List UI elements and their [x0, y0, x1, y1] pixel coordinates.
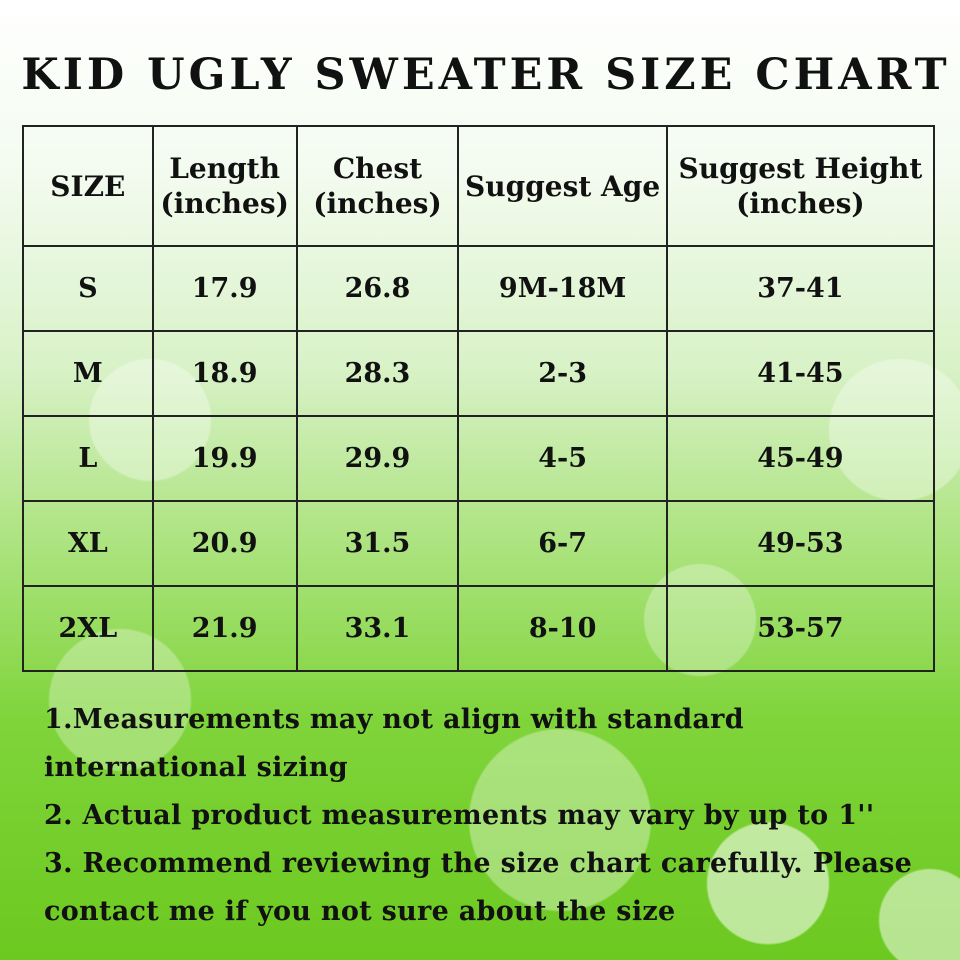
- cell-age: 6-7: [457, 500, 668, 587]
- header-row: SIZE Length (inches) Chest (inches) Sugges…: [22, 125, 936, 247]
- cell-age: 4-5: [457, 415, 668, 502]
- cell-age: 2-3: [457, 330, 668, 417]
- page-title: KID UGLY SWEATER SIZE CHART: [21, 50, 951, 100]
- header-chest: Chest (inches): [295, 125, 460, 247]
- header-age: Suggest Age: [457, 125, 668, 247]
- table-row: L 19.9 29.9 4-5 45-49: [22, 415, 936, 502]
- cell-chest: 29.9: [295, 415, 460, 502]
- cell-height: 49-53: [665, 500, 936, 587]
- note-line: 3. Recommend reviewing the size chart ca…: [44, 848, 913, 879]
- size-chart-table: SIZE Length (inches) Chest (inches) Sugges…: [22, 125, 936, 672]
- cell-height: 53-57: [665, 585, 936, 672]
- cell-size: S: [22, 245, 154, 332]
- note-line: 2. Actual product measurements may vary …: [44, 800, 875, 831]
- cell-height: 37-41: [665, 245, 936, 332]
- table-row: XL 20.9 31.5 6-7 49-53: [22, 500, 936, 587]
- cell-length: 19.9: [151, 415, 298, 502]
- cell-length: 20.9: [151, 500, 298, 587]
- note-line: international sizing: [44, 752, 348, 783]
- cell-length: 21.9: [151, 585, 298, 672]
- cell-chest: 26.8: [295, 245, 460, 332]
- cell-length: 17.9: [151, 245, 298, 332]
- header-length: Length (inches): [151, 125, 298, 247]
- cell-age: 8-10: [457, 585, 668, 672]
- cell-length: 18.9: [151, 330, 298, 417]
- header-height: Suggest Height (inches): [665, 125, 936, 247]
- cell-age: 9M-18M: [457, 245, 668, 332]
- note-line: contact me if you not sure about the siz…: [44, 896, 676, 927]
- cell-size: XL: [22, 500, 154, 587]
- table-row: S 17.9 26.8 9M-18M 37-41: [22, 245, 936, 332]
- table-row: M 18.9 28.3 2-3 41-45: [22, 330, 936, 417]
- cell-height: 41-45: [665, 330, 936, 417]
- cell-height: 45-49: [665, 415, 936, 502]
- notes: 1.Measurements may not align with standa…: [44, 696, 912, 936]
- cell-chest: 28.3: [295, 330, 460, 417]
- table-row: 2XL 21.9 33.1 8-10 53-57: [22, 585, 936, 672]
- cell-chest: 31.5: [295, 500, 460, 587]
- cell-chest: 33.1: [295, 585, 460, 672]
- header-size: SIZE: [22, 125, 154, 247]
- cell-size: 2XL: [22, 585, 154, 672]
- note-line: 1.Measurements may not align with standa…: [44, 704, 744, 735]
- cell-size: L: [22, 415, 154, 502]
- cell-size: M: [22, 330, 154, 417]
